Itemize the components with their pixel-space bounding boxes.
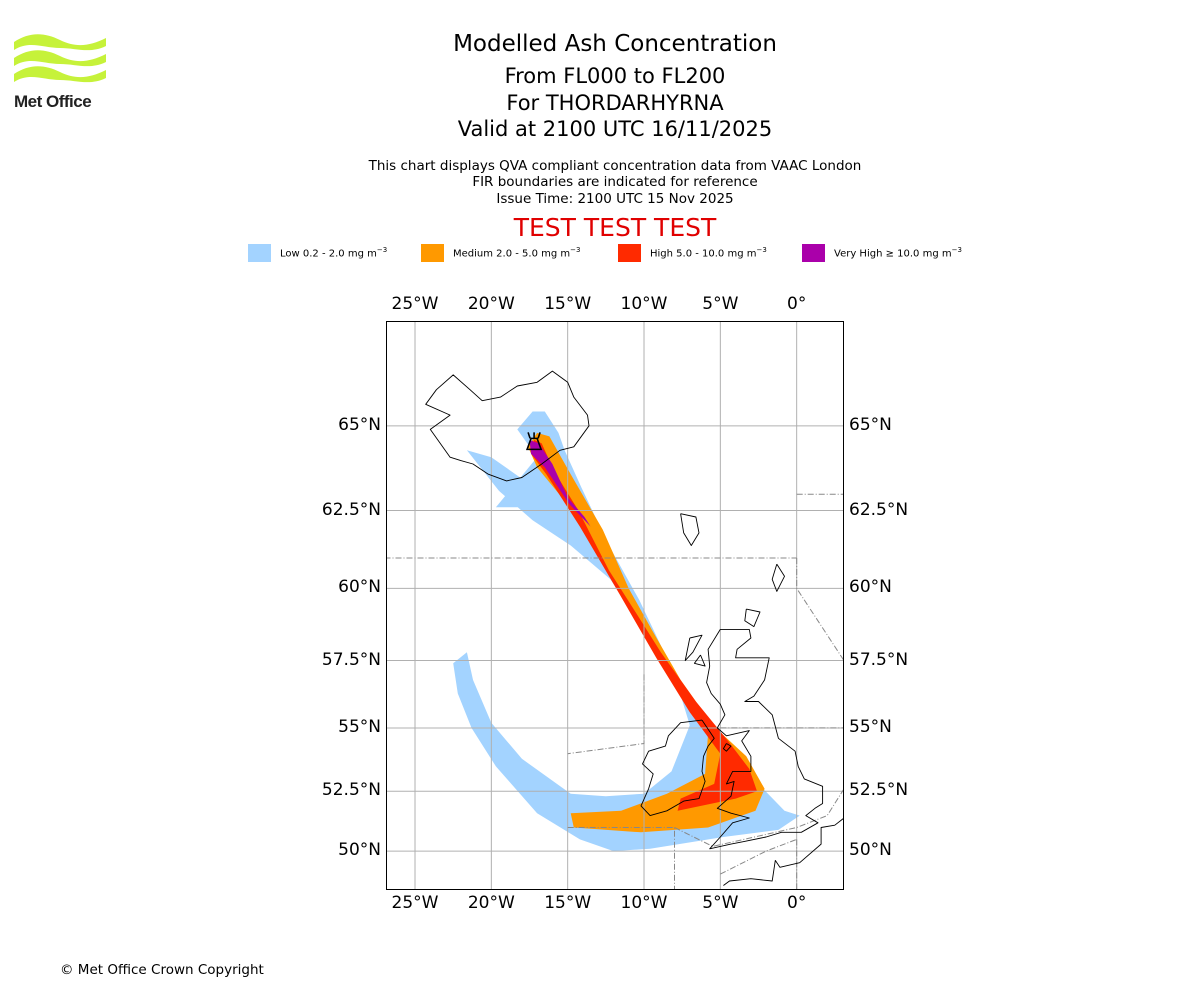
coastline (684, 634, 703, 662)
legend-item-very-high: Very High ≥ 10.0 mg m−3 (802, 244, 962, 262)
legend-item-high: High 5.0 - 10.0 mg m−3 (618, 244, 767, 262)
lat-tick-label-right: 55°N (849, 716, 892, 737)
lon-tick-label-top: 15°W (544, 294, 592, 314)
map-canvas (384, 321, 845, 890)
subtitle-vaac: This chart displays QVA compliant concen… (368, 158, 862, 174)
lat-tick-label-left: 65°N (338, 414, 381, 435)
map-frame (386, 321, 844, 890)
legend-item-medium: Medium 2.0 - 5.0 mg m−3 (421, 244, 580, 262)
coastline (640, 719, 715, 817)
lat-tick-label-right: 50°N (849, 840, 892, 861)
coastline (722, 743, 732, 752)
met-office-logo: Met Office (14, 30, 106, 112)
subtitle-fir: FIR boundaries are indicated for referen… (472, 174, 758, 190)
volcano-name: For THORDARHYRNA (506, 91, 724, 115)
chart-title: Modelled Ash Concentration (453, 31, 777, 57)
coastline (425, 370, 590, 482)
lon-tick-label-bottom: 0° (787, 893, 807, 913)
ash-map (384, 321, 845, 890)
lon-tick-label-top: 20°W (467, 294, 515, 314)
lat-tick-label-left: 60°N (338, 577, 381, 598)
met-office-waves-icon (14, 34, 106, 83)
coastline (723, 817, 845, 886)
lat-tick-label-right: 52.5°N (849, 780, 909, 801)
lat-tick-label-right: 60°N (849, 577, 892, 598)
legend-label-very-high: Very High ≥ 10.0 mg m (834, 248, 952, 260)
valid-time: Valid at 2100 UTC 16/11/2025 (457, 117, 773, 141)
legend-label-medium: Medium 2.0 - 5.0 mg m (453, 248, 571, 260)
lat-tick-label-left: 55°N (338, 716, 381, 737)
copyright: © Met Office Crown Copyright (60, 962, 264, 978)
ash-high-area (531, 439, 757, 811)
fir-boundary (567, 674, 645, 755)
lat-tick-label-left: 52.5°N (321, 780, 381, 801)
test-banner: TEST TEST TEST (513, 213, 717, 242)
lat-tick-label-right: 65°N (849, 414, 892, 435)
coastline (693, 654, 706, 667)
fir-boundary (720, 838, 797, 875)
lon-tick-label-top: 10°W (620, 294, 668, 314)
legend-swatch-very-high (802, 244, 825, 262)
lon-tick-label-bottom: 5°W (702, 893, 739, 913)
coastline (771, 563, 785, 592)
lon-tick-label-top: 25°W (391, 294, 439, 314)
legend-item-low: Low 0.2 - 2.0 mg m−3 (248, 244, 387, 262)
lat-tick-label-right: 57.5°N (849, 649, 909, 670)
lat-tick-label-left: 62.5°N (321, 499, 381, 520)
lon-tick-label-top: 5°W (702, 294, 739, 314)
flight-level-range: From FL000 to FL200 (504, 64, 726, 88)
legend-swatch-medium (421, 244, 444, 262)
coastline (680, 513, 700, 546)
issue-time: Issue Time: 2100 UTC 15 Nov 2025 (496, 191, 734, 207)
lon-tick-label-bottom: 15°W (544, 893, 592, 913)
legend-label-low: Low 0.2 - 2.0 mg m (280, 248, 377, 260)
lon-tick-label-bottom: 20°W (467, 893, 515, 913)
lon-tick-label-top: 0° (787, 294, 807, 314)
fir-boundary (796, 558, 845, 661)
legend-swatch-high (618, 244, 641, 262)
legend-swatch-low (248, 244, 271, 262)
lon-tick-label-bottom: 10°W (620, 893, 668, 913)
lat-tick-label-right: 62.5°N (849, 499, 909, 520)
met-office-wordmark: Met Office (14, 92, 92, 111)
legend-label-high: High 5.0 - 10.0 mg m (650, 248, 757, 260)
lat-tick-label-left: 57.5°N (321, 649, 381, 670)
fir-boundary (567, 827, 675, 890)
coastline (744, 608, 761, 628)
coastline (706, 628, 824, 850)
lat-tick-label-left: 50°N (338, 840, 381, 861)
lon-tick-label-bottom: 25°W (391, 893, 439, 913)
volcano-icon (525, 432, 543, 451)
